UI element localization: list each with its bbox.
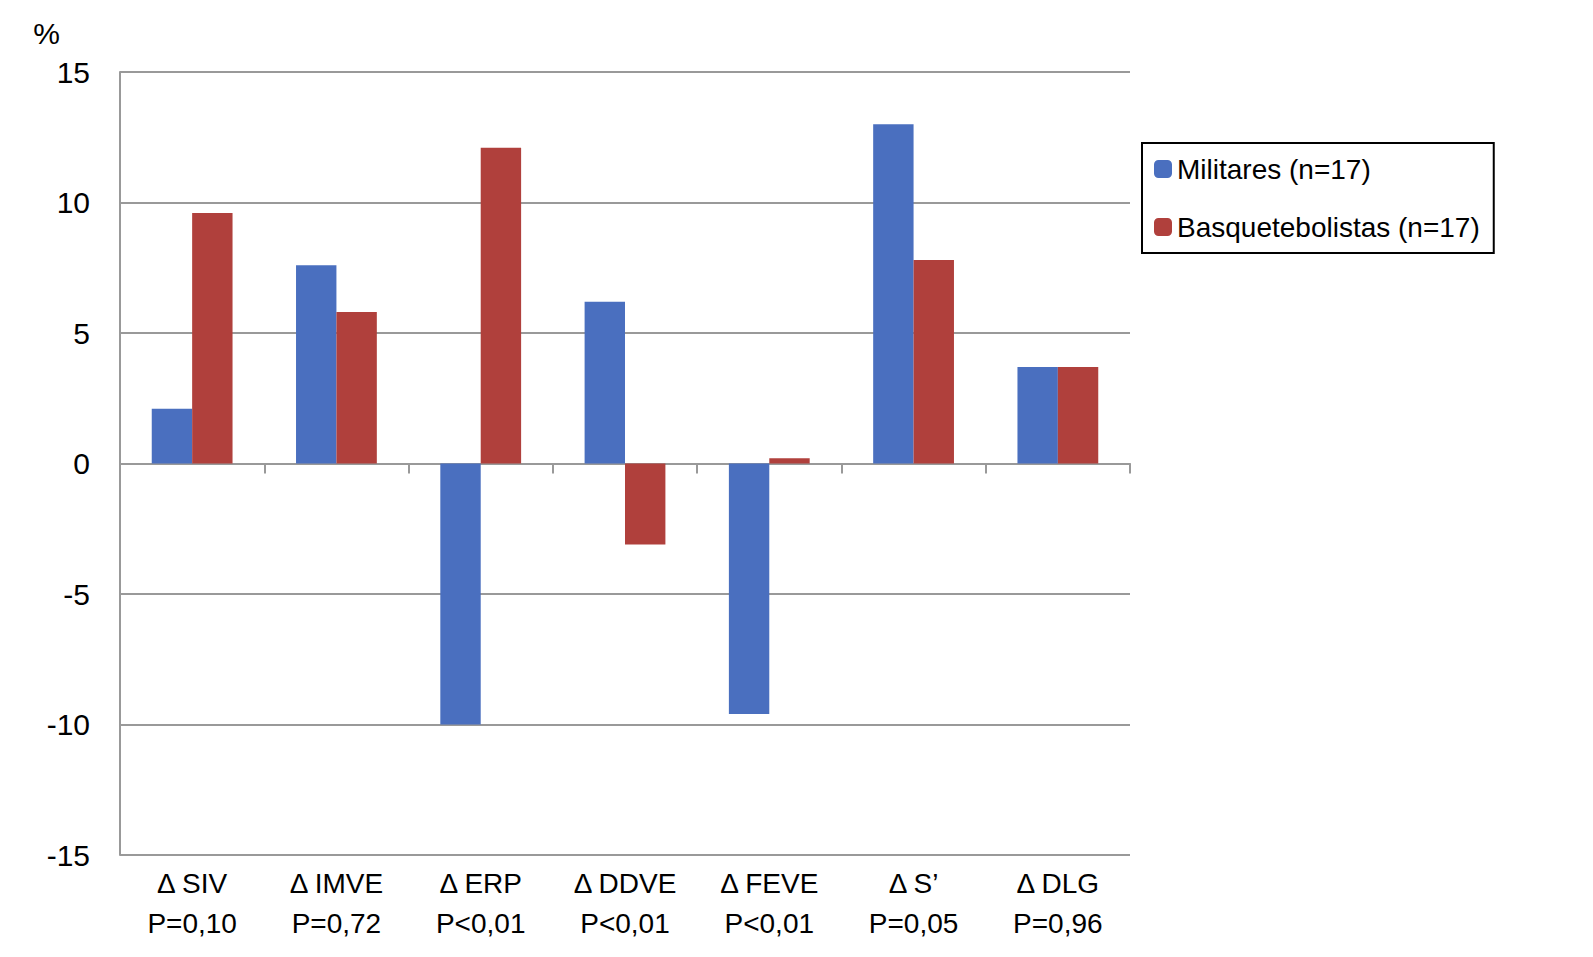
svg-text:0: 0: [73, 447, 90, 480]
svg-text:Δ DLG: Δ DLG: [1017, 868, 1100, 899]
svg-text:%: %: [33, 17, 60, 50]
svg-text:15: 15: [57, 56, 90, 89]
svg-text:P<0,01: P<0,01: [580, 908, 670, 939]
svg-text:Δ DDVE: Δ DDVE: [574, 868, 677, 899]
svg-text:Basquetebolistas (n=17): Basquetebolistas (n=17): [1177, 212, 1480, 243]
svg-text:Δ ERP: Δ ERP: [439, 868, 522, 899]
svg-text:P<0,01: P<0,01: [436, 908, 526, 939]
svg-text:P=0,10: P=0,10: [147, 908, 237, 939]
svg-text:Δ S’: Δ S’: [889, 868, 939, 899]
svg-text:P<0,01: P<0,01: [725, 908, 815, 939]
svg-text:Δ IMVE: Δ IMVE: [290, 868, 383, 899]
svg-text:-15: -15: [47, 839, 90, 872]
svg-text:5: 5: [73, 317, 90, 350]
svg-text:10: 10: [57, 186, 90, 219]
svg-text:-5: -5: [63, 578, 90, 611]
svg-text:-10: -10: [47, 708, 90, 741]
svg-text:Militares (n=17): Militares (n=17): [1177, 154, 1371, 185]
svg-text:Δ SIV: Δ SIV: [157, 868, 227, 899]
svg-text:Δ FEVE: Δ FEVE: [720, 868, 818, 899]
svg-text:P=0,05: P=0,05: [869, 908, 959, 939]
svg-text:P=0,72: P=0,72: [292, 908, 382, 939]
svg-text:P=0,96: P=0,96: [1013, 908, 1103, 939]
